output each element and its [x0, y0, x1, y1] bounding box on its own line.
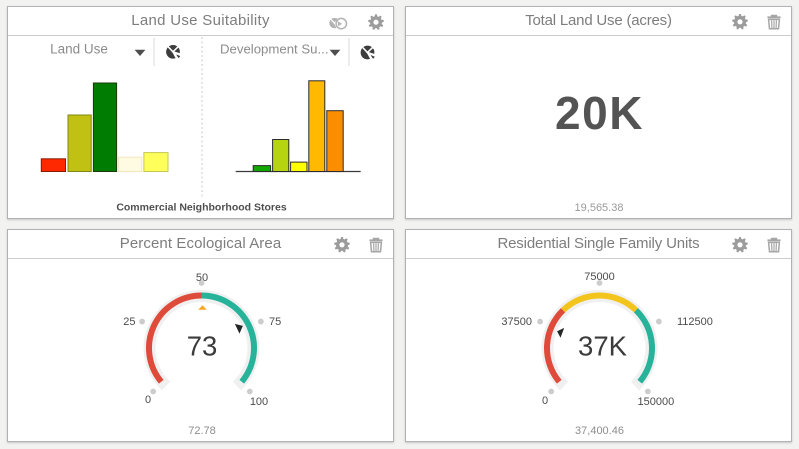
svg-text:Commercial Neighborhood Stores: Commercial Neighborhood Stores	[116, 202, 287, 214]
svg-text:37,400.46: 37,400.46	[575, 425, 624, 437]
svg-text:50: 50	[196, 272, 208, 284]
svg-text:37500: 37500	[501, 316, 532, 328]
svg-text:25: 25	[123, 316, 135, 328]
svg-text:150000: 150000	[638, 396, 675, 408]
svg-text:19,565.38: 19,565.38	[575, 202, 624, 214]
svg-text:Development Su...: Development Su...	[220, 42, 329, 57]
svg-text:37K: 37K	[578, 330, 628, 361]
svg-text:73: 73	[187, 330, 218, 361]
svg-text:100: 100	[250, 396, 268, 408]
svg-text:Land Use: Land Use	[50, 42, 108, 57]
svg-text:0: 0	[145, 394, 151, 406]
svg-text:20K: 20K	[555, 87, 644, 139]
svg-text:75000: 75000	[584, 271, 615, 283]
svg-text:72.78: 72.78	[188, 425, 216, 437]
svg-text:112500: 112500	[677, 316, 713, 328]
svg-text:0: 0	[542, 395, 548, 407]
svg-text:75: 75	[269, 316, 281, 328]
